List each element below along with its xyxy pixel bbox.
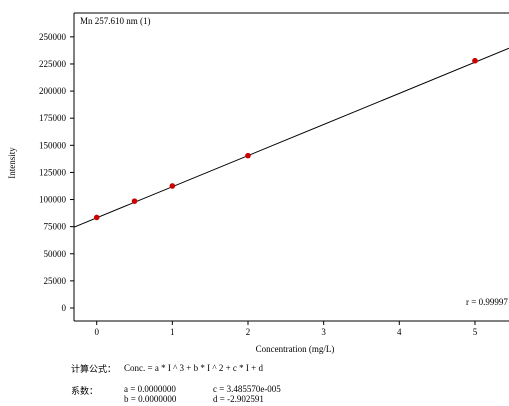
- x-tick-label: 0: [94, 327, 99, 337]
- y-tick-label: 125000: [39, 167, 67, 177]
- calibration-point: [245, 152, 251, 159]
- coefficients-label: 系数：: [71, 387, 99, 397]
- x-tick-label: 1: [170, 327, 175, 337]
- calibration-point: [169, 183, 176, 189]
- formula-label: 计算公式：: [71, 365, 117, 375]
- calibration-point: [131, 198, 138, 204]
- y-tick-label: 250000: [39, 32, 67, 42]
- calibration-fit-line: [73, 47, 509, 228]
- chart-title: Mn 257.610 nm (1): [80, 16, 151, 26]
- y-tick-label: 0: [62, 303, 67, 313]
- y-tick-label: 225000: [39, 59, 67, 69]
- coefficient-a: a = 0.0000000: [124, 384, 176, 394]
- y-tick-label: 75000: [44, 222, 67, 232]
- calibration-point: [472, 57, 478, 64]
- coefficient-b: b = 0.0000000: [124, 394, 177, 404]
- x-axis-label: Concentration (mg/L): [256, 344, 335, 354]
- calibration-point: [93, 214, 100, 221]
- coefficient-c: c = 3.485570e-005: [213, 384, 281, 394]
- x-tick-label: 5: [473, 327, 478, 337]
- coefficient-d: d = -2.902591: [213, 394, 264, 404]
- x-tick-label: 3: [321, 327, 326, 337]
- y-tick-label: 175000: [39, 113, 67, 123]
- formula-text: Conc. = a * I ^ 3 + b * I ^ 2 + c * I + …: [124, 363, 263, 373]
- y-axis-label: Intensity: [7, 147, 17, 179]
- y-tick-label: 150000: [39, 140, 67, 150]
- y-tick-label: 25000: [44, 276, 67, 286]
- y-tick-label: 50000: [44, 249, 67, 259]
- x-tick-label: 4: [397, 327, 402, 337]
- y-tick-label: 200000: [39, 86, 67, 96]
- x-tick-label: 2: [246, 327, 251, 337]
- correlation-annotation: r = 0.99997: [466, 297, 508, 307]
- y-tick-label: 100000: [39, 195, 67, 205]
